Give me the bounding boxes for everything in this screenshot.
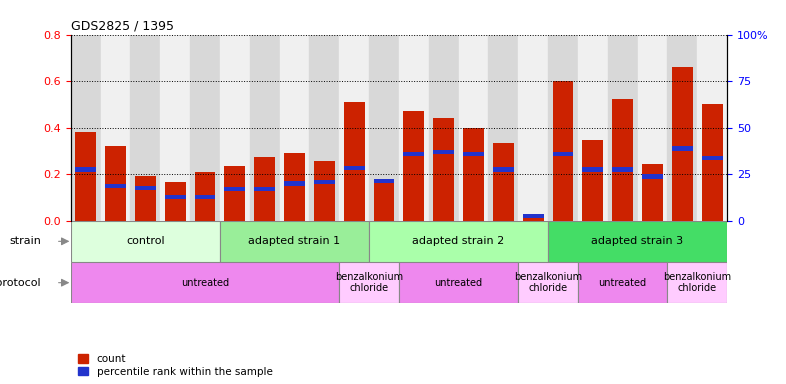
Bar (340, 262, 399, 303)
Bar (135, 177, 156, 221)
Bar (433, 118, 454, 221)
Bar (343, 102, 365, 221)
Bar (190, 35, 220, 221)
Bar (195, 172, 215, 221)
Bar (195, 195, 215, 199)
Text: benzalkonium
chloride: benzalkonium chloride (335, 272, 403, 293)
Text: benzalkonium
chloride: benzalkonium chloride (514, 272, 582, 293)
Bar (488, 35, 518, 221)
Bar (637, 35, 667, 221)
Bar (672, 146, 692, 151)
Bar (493, 143, 514, 221)
Bar (463, 127, 484, 221)
Text: adapted strain 2: adapted strain 2 (413, 236, 505, 246)
Text: untreated: untreated (181, 278, 229, 288)
Text: benzalkonium
chloride: benzalkonium chloride (663, 272, 731, 293)
Bar (224, 187, 245, 191)
Bar (548, 221, 727, 262)
Bar (702, 104, 722, 221)
Bar (254, 187, 275, 191)
Bar (428, 35, 458, 221)
Bar (399, 35, 428, 221)
Bar (458, 35, 488, 221)
Text: untreated: untreated (435, 278, 483, 288)
Bar (250, 35, 280, 221)
Bar (697, 35, 727, 221)
Bar (369, 221, 548, 262)
Bar (553, 81, 574, 221)
Bar (403, 152, 424, 156)
Bar (702, 156, 722, 160)
Bar (463, 152, 484, 156)
Bar (343, 166, 365, 170)
Text: adapted strain 1: adapted strain 1 (248, 236, 340, 246)
Bar (667, 262, 727, 303)
Bar (71, 221, 220, 262)
Bar (160, 35, 190, 221)
Bar (578, 35, 608, 221)
Bar (71, 35, 101, 221)
Bar (493, 167, 514, 172)
Text: GDS2825 / 1395: GDS2825 / 1395 (71, 19, 174, 32)
Bar (130, 35, 160, 221)
Legend: count, percentile rank within the sample: count, percentile rank within the sample (76, 352, 275, 379)
Bar (165, 195, 185, 199)
Bar (105, 146, 126, 221)
Bar (314, 161, 335, 221)
Bar (75, 167, 96, 172)
Bar (582, 141, 603, 221)
Bar (523, 214, 544, 218)
Bar (672, 67, 692, 221)
Bar (642, 164, 663, 221)
Bar (284, 153, 305, 221)
Bar (582, 167, 603, 172)
Text: strain: strain (9, 236, 41, 246)
Bar (548, 35, 578, 221)
Bar (399, 262, 518, 303)
Bar (608, 35, 637, 221)
Bar (220, 221, 369, 262)
Text: growth protocol: growth protocol (0, 278, 41, 288)
Bar (340, 35, 369, 221)
Bar (105, 184, 126, 188)
Bar (220, 35, 250, 221)
Bar (403, 111, 424, 221)
Bar (71, 262, 340, 303)
Bar (254, 157, 275, 221)
Bar (642, 174, 663, 179)
Bar (135, 186, 156, 190)
Bar (284, 181, 305, 185)
Bar (612, 99, 633, 221)
Bar (373, 184, 395, 221)
Text: adapted strain 3: adapted strain 3 (592, 236, 684, 246)
Bar (518, 35, 548, 221)
Bar (314, 180, 335, 184)
Bar (224, 166, 245, 221)
Bar (280, 35, 310, 221)
Bar (667, 35, 697, 221)
Bar (310, 35, 340, 221)
Bar (433, 150, 454, 154)
Text: untreated: untreated (599, 278, 647, 288)
Bar (369, 35, 399, 221)
Bar (101, 35, 130, 221)
Text: control: control (126, 236, 164, 246)
Bar (165, 182, 185, 221)
Bar (578, 262, 667, 303)
Bar (75, 132, 96, 221)
Bar (612, 167, 633, 172)
Bar (518, 262, 578, 303)
Bar (553, 152, 574, 156)
Bar (373, 179, 395, 183)
Bar (523, 217, 544, 221)
